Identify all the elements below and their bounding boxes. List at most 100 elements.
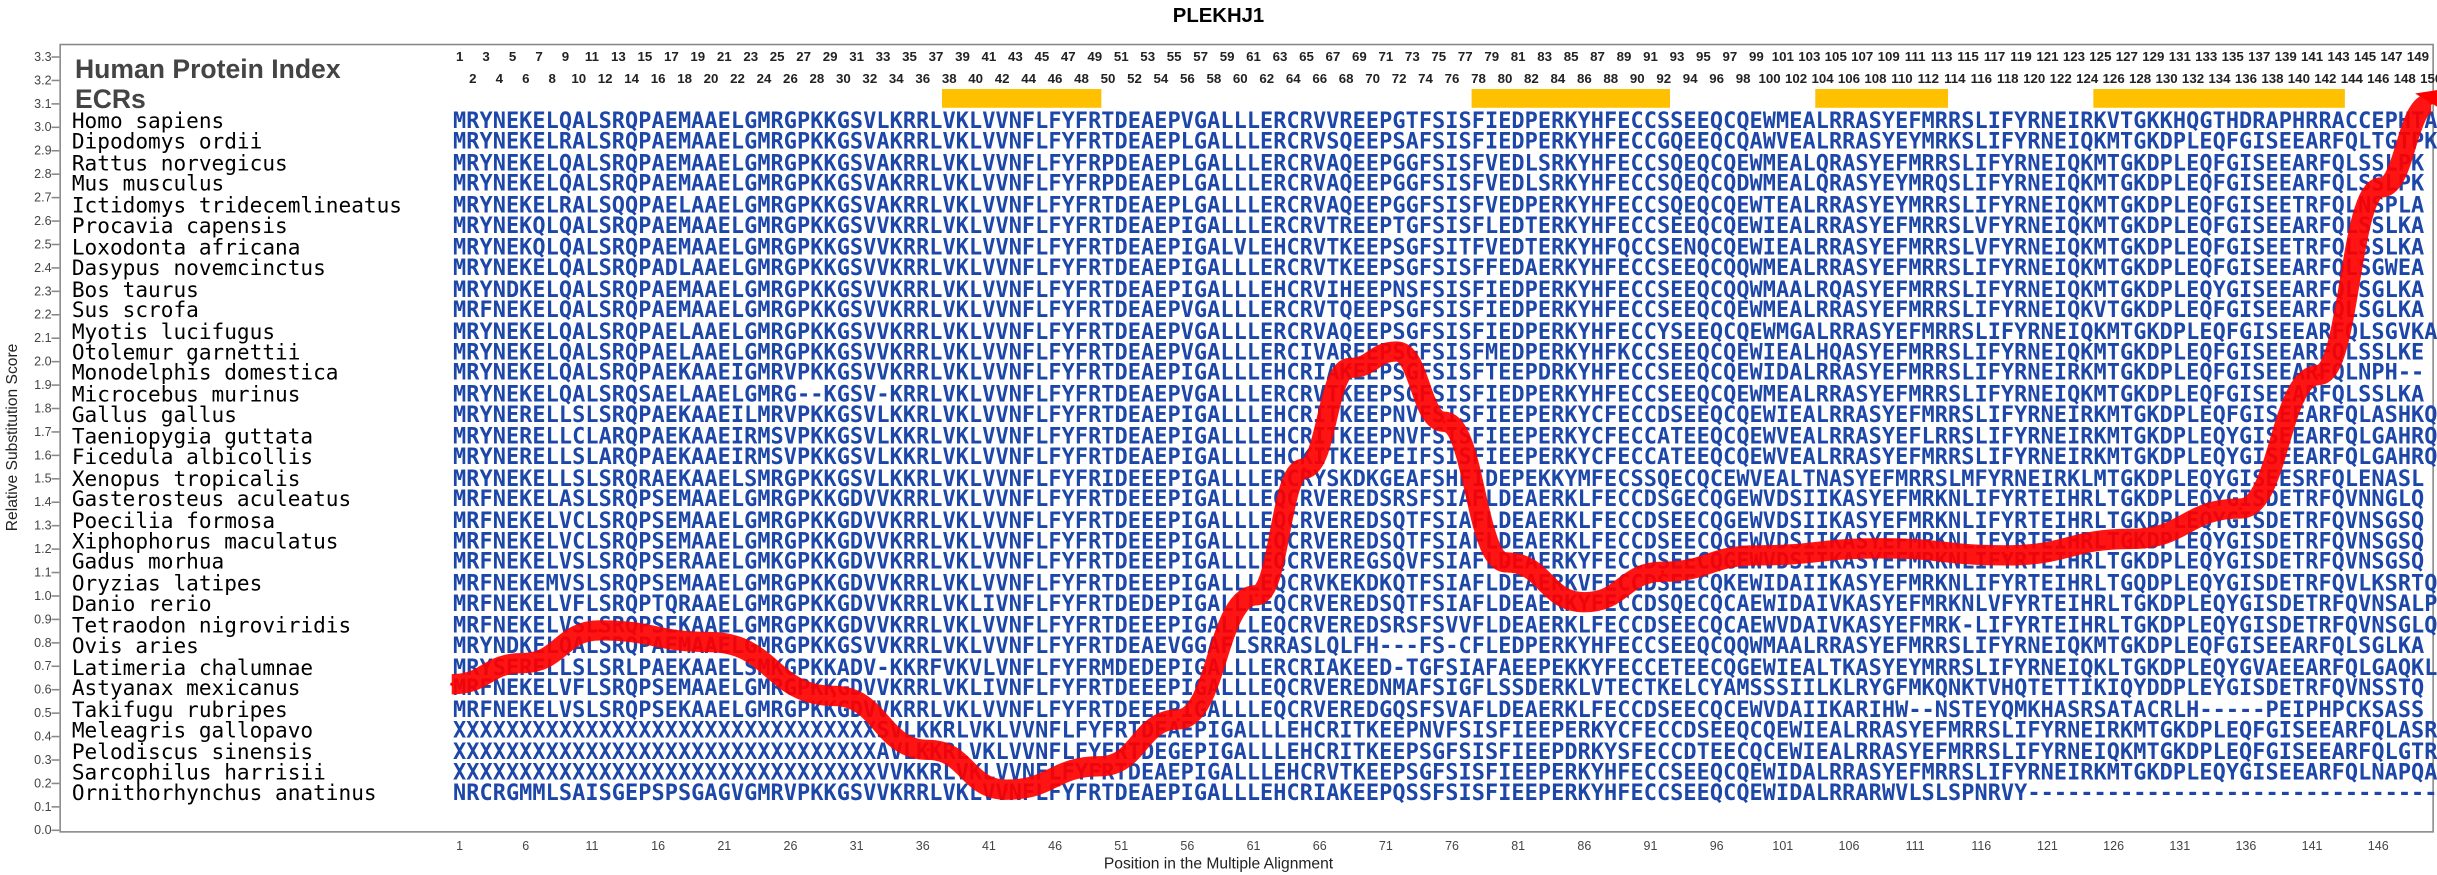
y-tick-mark [51, 571, 60, 574]
ruler-number-top: 95 [1696, 48, 1711, 65]
curve-point [1754, 553, 1758, 557]
ruler-number-bottom: 124 [2076, 70, 2099, 86]
ruler-number-bottom: 44 [1021, 70, 1037, 86]
ruler-number-top: 41 [981, 48, 997, 65]
ruler-number-bottom: 18 [677, 70, 692, 86]
species-name: Ovis aries [71, 634, 199, 660]
ruler-number-top: 75 [1431, 48, 1447, 65]
curve-point [2004, 553, 2009, 557]
y-tick-mark [51, 407, 60, 410]
ruler-number-top: 55 [1166, 48, 1182, 65]
y-tick-label: 2.0 [34, 353, 52, 368]
sequence-row: MRYNEKQLQALSRQPAEMAAELGMRGPKKGSVVKRRLVKL… [453, 235, 2425, 261]
y-tick-mark [51, 360, 60, 363]
y-tick-mark [51, 618, 60, 621]
curve-point [1348, 366, 1352, 370]
curve-point [2379, 185, 2383, 190]
species-name: Danio rerio [71, 592, 212, 618]
ruler-number-top: 145 [2353, 48, 2377, 65]
ruler-number-bottom: 30 [835, 70, 851, 86]
ruler-number-top: 77 [1457, 48, 1473, 65]
x-tick-label: 1 [456, 838, 464, 853]
y-tick-mark [51, 829, 60, 832]
ruler-number-top: 93 [1669, 48, 1685, 65]
curve-point [1879, 546, 1883, 550]
sequence-row: MRFNEKELVFLSRQPTQRAAELGMRGPKKGDVVKRRLVKL… [453, 592, 2437, 618]
x-tick-label: 56 [1180, 838, 1195, 853]
ruler-number-bottom: 76 [1444, 70, 1460, 86]
sequence-row: MRYNEKQLQALSRQPAEMAAELGMRGPKKGSVVKRRLVKL… [453, 214, 2425, 240]
ruler-number-bottom: 66 [1312, 70, 1328, 86]
y-tick-label: 1.5 [34, 471, 52, 486]
ruler-number-top: 11 [584, 48, 599, 65]
x-tick-label: 136 [2235, 838, 2257, 853]
curve-point [1302, 467, 1306, 471]
human-protein-index-label: Human Protein Index [74, 54, 341, 85]
y-tick-label: 2.2 [34, 306, 52, 322]
ruler-number-top: 89 [1616, 48, 1632, 65]
ruler-number-top: 101 [1771, 48, 1794, 65]
y-tick-mark [51, 384, 60, 386]
ruler-number-bottom: 80 [1497, 70, 1513, 86]
species-name: Myotis lucifugus [71, 319, 276, 345]
ruler-number-bottom: 70 [1365, 70, 1381, 86]
ruler-number-top: 117 [1983, 48, 2006, 65]
y-tick-mark [51, 220, 60, 222]
x-tick-label: 16 [651, 838, 666, 853]
ruler-number-top: 123 [2062, 48, 2085, 65]
curve-point [1582, 600, 1586, 604]
ruler-number-bottom: 146 [2367, 70, 2390, 86]
y-tick-mark [51, 735, 60, 738]
x-tick-label: 11 [585, 838, 599, 853]
ruler-number-bottom: 28 [809, 70, 825, 86]
sequence-row: MRYNEKELQALSRQPAEMAAELGMRGPKKGSVLKRRLVKL… [453, 109, 2437, 135]
species-name: Dipodomys ordii [71, 130, 263, 156]
y-tick-label: 2.6 [34, 213, 52, 228]
ruler-number-top: 127 [2115, 48, 2138, 65]
ruler-number-bottom: 22 [730, 70, 745, 86]
ruler-number-bottom: 46 [1047, 70, 1063, 86]
y-tick-mark [51, 267, 60, 269]
sequence-row: MRYNDKELQALSRQPAEMAAELGMRGPKKGSVVKRRLVKL… [453, 277, 2425, 303]
y-tick-label: 2.4 [34, 260, 52, 275]
y-tick-label: 0.6 [34, 681, 52, 696]
y-tick-label: 0.7 [34, 658, 52, 673]
curve-point [926, 748, 930, 752]
y-tick-label: 2.8 [34, 166, 52, 181]
species-name: Mus musculus [71, 172, 225, 198]
ruler-number-top: 129 [2142, 48, 2165, 65]
sequence-row: MRYNEKELQALSRQPAELAAELGMRGPKKGSVVKRRLVKL… [453, 340, 2425, 366]
ruler-number-top: 133 [2195, 48, 2218, 65]
y-tick-label: 2.7 [34, 189, 52, 204]
ruler-number-top: 29 [822, 48, 838, 65]
y-tick-label: 2.3 [34, 283, 52, 298]
species-name: Taeniopygia guttata [71, 424, 314, 450]
curve-point [708, 640, 712, 644]
ruler-number-bottom: 118 [1997, 70, 2019, 86]
y-tick-mark [51, 688, 60, 691]
species-name: Microcebus murinus [71, 382, 301, 408]
ecr-bar [2093, 89, 2346, 108]
ruler-number-top: 139 [2274, 48, 2297, 65]
sequence-row: MRYNERELLCLARQPAEKAAEIRMSVPKKGSVLKKRLVKL… [453, 424, 2437, 450]
ruler-number-top: 65 [1299, 48, 1314, 65]
ruler-number-top: 61 [1246, 48, 1261, 65]
sequence-row: MRYNDKELQALSRQPAEMAAELGMRGPKKGSVVKRRLVKL… [453, 634, 2425, 660]
ruler-number-top: 97 [1722, 48, 1738, 65]
ruler-number-top: 59 [1219, 48, 1235, 65]
ruler-number-bottom: 60 [1232, 70, 1248, 86]
ruler-number-bottom: 98 [1735, 70, 1751, 86]
ruler-number-bottom: 24 [756, 70, 772, 86]
sequence-row: MRFNEKELQALSRQPAEMAAELGMRGPKKGSVVKRRLVKL… [453, 298, 2425, 324]
ruler-number-top: 37 [928, 48, 944, 65]
ruler-number-top: 147 [2380, 48, 2403, 65]
y-tick-label: 0.5 [34, 705, 52, 720]
y-tick-mark [51, 501, 60, 504]
y-tick-mark [51, 712, 60, 714]
ruler-number-bottom: 86 [1576, 70, 1592, 86]
y-tick-mark [51, 478, 60, 480]
species-name: Ictidomys tridecemlineatus [71, 193, 402, 219]
curve-point [450, 682, 454, 686]
y-tick-label: 1.9 [34, 377, 52, 392]
ruler-number-bottom: 112 [1917, 70, 1940, 86]
